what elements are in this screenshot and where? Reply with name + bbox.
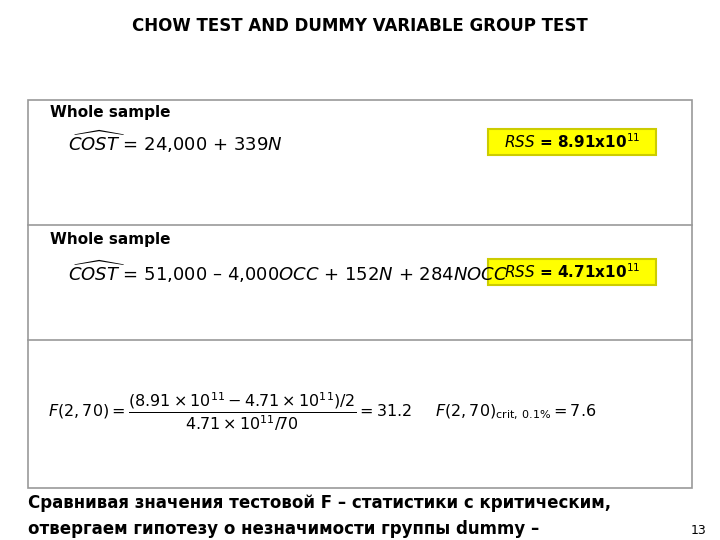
Text: Whole sample: Whole sample bbox=[50, 105, 171, 120]
Text: $\mathit{RSS}$ = 8.91x10$^{11}$: $\mathit{RSS}$ = 8.91x10$^{11}$ bbox=[504, 133, 640, 151]
Text: $\widehat{COST}$ = 24,000 + 339$N$: $\widehat{COST}$ = 24,000 + 339$N$ bbox=[68, 129, 282, 155]
Text: CHOW TEST AND DUMMY VARIABLE GROUP TEST: CHOW TEST AND DUMMY VARIABLE GROUP TEST bbox=[132, 17, 588, 35]
Bar bbox=[488, 129, 656, 155]
Text: $\mathit{RSS}$ = 4.71x10$^{11}$: $\mathit{RSS}$ = 4.71x10$^{11}$ bbox=[504, 262, 640, 281]
Text: Сравнивая значения тестовой F – статистики с критическим,
отвергаем гипотезу о н: Сравнивая значения тестовой F – статисти… bbox=[28, 494, 611, 540]
Text: $F(2,70)_{\mathrm{crit,\,0.1\%}} = 7.6$: $F(2,70)_{\mathrm{crit,\,0.1\%}} = 7.6$ bbox=[435, 402, 596, 422]
Bar bbox=[28, 100, 692, 488]
Text: Whole sample: Whole sample bbox=[50, 232, 171, 247]
Text: $F(2,70) = \dfrac{(8.91\times10^{11} - 4.71\times10^{11})/2}{4.71\times10^{11}/7: $F(2,70) = \dfrac{(8.91\times10^{11} - 4… bbox=[48, 391, 412, 433]
Text: $\widehat{COST}$ = 51,000 – 4,000$OCC$ + 152$N$ + 284$NOCC$: $\widehat{COST}$ = 51,000 – 4,000$OCC$ +… bbox=[68, 259, 508, 285]
Bar bbox=[488, 259, 656, 285]
Text: 13: 13 bbox=[690, 524, 706, 537]
